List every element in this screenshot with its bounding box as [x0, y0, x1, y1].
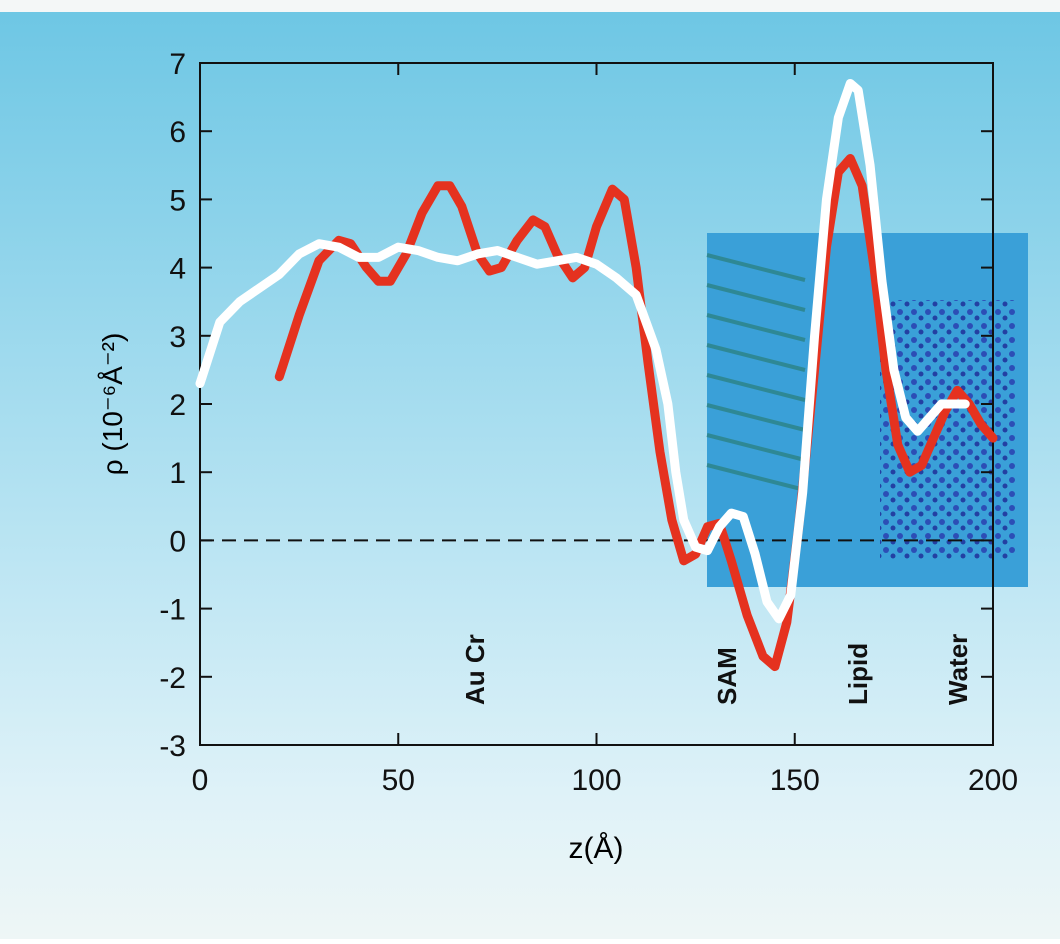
y-tick-label: 7: [169, 48, 186, 81]
y-tick-label: 5: [169, 184, 186, 217]
y-tick-label: 6: [169, 116, 186, 149]
y-tick-label: 4: [169, 253, 186, 286]
annotation: SAM: [712, 647, 742, 705]
y-tick-label: -1: [159, 594, 186, 627]
y-tick-label: -3: [159, 730, 186, 763]
y-tick-label: 1: [169, 457, 186, 490]
inset-sam: [706, 253, 806, 492]
top-border: [0, 0, 1060, 12]
x-tick-label: 50: [382, 764, 415, 797]
annotation: Au Cr: [460, 634, 490, 705]
x-tick-label: 200: [968, 764, 1018, 797]
y-tick-label: 2: [169, 389, 186, 422]
annotation: Water: [943, 634, 973, 705]
x-tick-label: 100: [571, 764, 621, 797]
y-tick-label: 3: [169, 321, 186, 354]
y-tick-label: 0: [169, 525, 186, 558]
x-tick-label: 150: [770, 764, 820, 797]
inset-water: [880, 300, 1015, 560]
x-tick-label: 0: [192, 764, 209, 797]
y-tick-label: -2: [159, 662, 186, 695]
x-axis-label: z(Å): [569, 832, 624, 865]
series-line: [195, 78, 970, 624]
series-line: [274, 153, 998, 672]
y-axis-label: ρ (10⁻⁶Å⁻²): [97, 333, 128, 476]
annotation: Lipid: [843, 643, 873, 705]
